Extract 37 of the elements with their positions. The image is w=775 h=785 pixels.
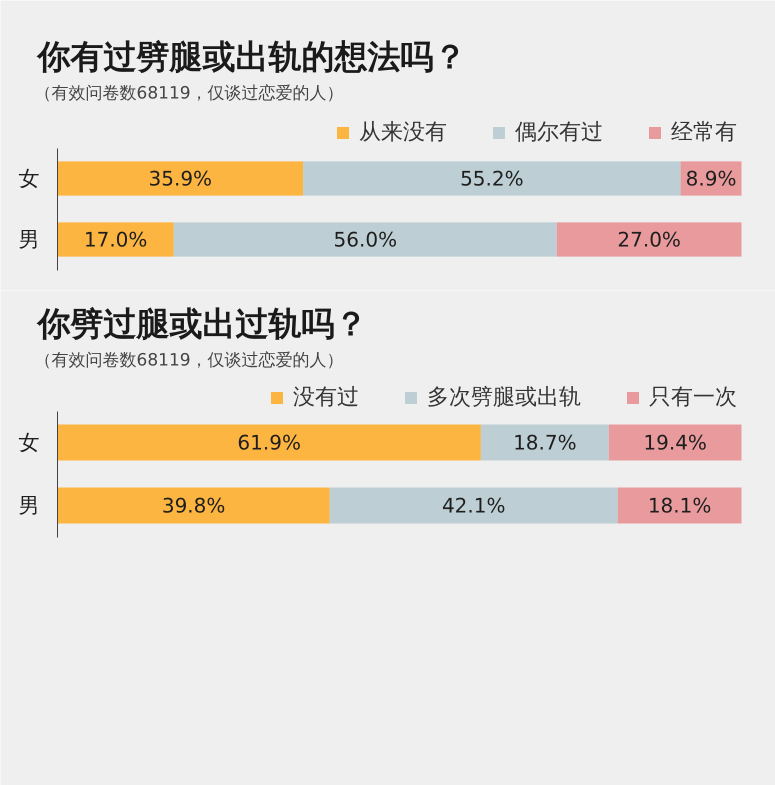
- data-label: 19.4%: [643, 430, 707, 454]
- chart-title: 你有过劈腿或出轨的想法吗？: [36, 37, 466, 76]
- bar: [330, 488, 618, 524]
- legend-label: 多次劈腿或出轨: [427, 384, 581, 412]
- data-label: 39.8%: [162, 494, 226, 518]
- y-tick-label: 男: [18, 228, 40, 252]
- data-label: 42.1%: [442, 494, 506, 518]
- data-label: 35.9%: [148, 166, 212, 190]
- bar: [608, 424, 742, 460]
- chart-title: 你劈过腿或出过轨吗？: [36, 304, 368, 343]
- data-label: 17.0%: [84, 228, 148, 252]
- bar: [480, 424, 609, 460]
- data-label: 8.9%: [686, 166, 736, 190]
- y-tick-label: 女: [18, 430, 40, 454]
- data-label: 61.9%: [237, 430, 301, 454]
- bar: [58, 161, 304, 196]
- bar: [58, 424, 481, 460]
- data-label: 18.7%: [513, 430, 577, 454]
- bar: [303, 161, 681, 196]
- bar: [556, 222, 742, 257]
- legend-label: 经常有: [671, 119, 737, 148]
- chart-subtitle: （有效问卷数68119，仅谈过恋爱的人）: [34, 350, 344, 370]
- data-label: 55.2%: [460, 166, 524, 190]
- legend-label: 只有一次: [649, 384, 737, 412]
- data-label: 18.1%: [648, 494, 712, 518]
- bar: [174, 222, 557, 257]
- data-label: 27.0%: [617, 228, 681, 252]
- data-label: 56.0%: [334, 228, 398, 252]
- chart-subtitle: （有效问卷数68119，仅谈过恋爱的人）: [34, 84, 344, 104]
- bar: [58, 222, 174, 257]
- y-tick-label: 男: [18, 494, 40, 518]
- y-tick-label: 女: [18, 166, 40, 190]
- legend-label: 偶尔有过: [515, 119, 603, 148]
- bar: [58, 488, 330, 524]
- legend-label: 从来没有: [359, 119, 447, 148]
- bar: [618, 488, 742, 524]
- legend-label: 没有过: [293, 384, 359, 412]
